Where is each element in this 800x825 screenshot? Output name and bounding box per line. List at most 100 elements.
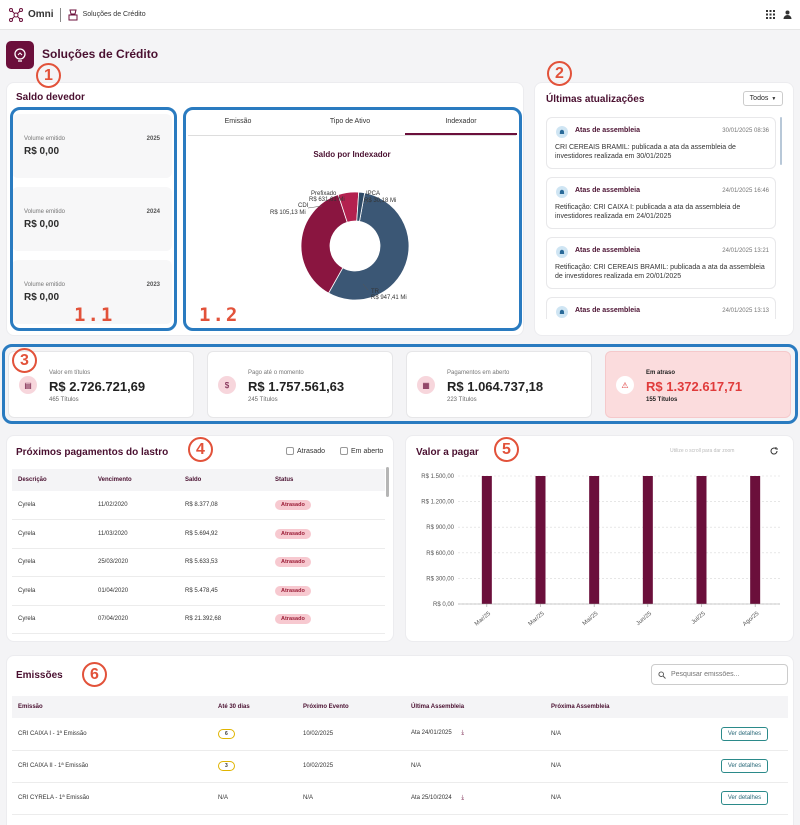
- section-crumb[interactable]: Soluções de Crédito: [82, 11, 146, 18]
- search-input[interactable]: [671, 671, 781, 678]
- table-row[interactable]: CRI CYRELA - 1ª Emissão N/A N/A Ata 25/10/2…: [12, 782, 788, 815]
- cell-status: Atrasado: [269, 491, 385, 520]
- ver-detalhes-button[interactable]: Ver detalhes: [720, 759, 769, 773]
- cell-descricao: Cyrela: [12, 576, 92, 606]
- cell-proximo-evento: 10/02/2025: [297, 718, 405, 751]
- checkbox[interactable]: [286, 447, 294, 455]
- status-badge: Atrasado: [275, 614, 311, 625]
- cell-acoes: Ver detalhes: [695, 782, 788, 815]
- user-icon[interactable]: [783, 10, 792, 19]
- cell-ultima-assembleia: N/A: [405, 750, 545, 783]
- donut-title: Saldo por Indexador: [313, 150, 391, 159]
- cell-emissao: CRI CAIXA II - 1ª Emissão: [12, 750, 212, 783]
- emissoes-search[interactable]: [651, 664, 788, 685]
- days-badge: 3: [218, 761, 235, 771]
- marker-1: 1: [36, 63, 61, 88]
- marker-1-1: 1.1: [74, 304, 115, 326]
- download-icon[interactable]: ⤓: [459, 794, 465, 801]
- col-ate-30: Até 30 dias: [212, 696, 297, 718]
- update-date: 24/01/2025 16:46: [722, 188, 769, 194]
- omni-logo-icon: [9, 7, 23, 22]
- col-ultima-assembleia: Última Assembleia: [405, 696, 545, 718]
- update-category: Atas de assembleia: [575, 187, 640, 194]
- x-tick-label: Mar/25: [474, 611, 493, 628]
- zoom-hint: Utilize o scroll para dar zoom: [670, 448, 735, 454]
- filter-atrasado[interactable]: Atrasado: [286, 447, 325, 455]
- update-date: 24/01/2025 13:21: [722, 248, 769, 254]
- bar[interactable]: [481, 476, 492, 604]
- update-item[interactable]: ☗ Atas de assembleia 24/01/2025 16:46 Re…: [546, 177, 776, 229]
- tab-indexador[interactable]: Indexador: [445, 118, 477, 125]
- warning-icon: ⚠: [616, 376, 634, 394]
- volume-year: 2024: [146, 209, 160, 215]
- cell-emissao: CRI CAIXA I - 1ª Emissão: [12, 718, 212, 751]
- volume-label: Volume emitido: [24, 209, 66, 215]
- cell-saldo: R$ 5.478,45: [179, 576, 269, 606]
- donut-slice-prefixado[interactable]: [300, 194, 348, 294]
- update-category: Atas de assembleia: [575, 127, 640, 134]
- filter-label: Atrasado: [297, 447, 326, 455]
- updates-scrollbar[interactable]: [780, 117, 782, 165]
- kpi-label: Pagamentos em aberto: [447, 370, 510, 376]
- volume-card-2023: Volume emitido R$ 0,00 2023: [12, 260, 172, 324]
- cell-vencimento: 11/03/2020: [92, 519, 179, 549]
- download-icon[interactable]: ⤓: [459, 730, 465, 737]
- ver-detalhes-button[interactable]: Ver detalhes: [720, 791, 769, 805]
- volume-value: R$ 0,00: [24, 219, 60, 230]
- table-row[interactable]: Cyrela 07/04/2020 R$ 21.392,68 Atrasado: [12, 605, 385, 634]
- kpi-value: R$ 1.064.737,18: [447, 379, 544, 394]
- cell-proxima-assembleia: N/A: [545, 718, 695, 751]
- bar[interactable]: [750, 476, 761, 604]
- updates-filter-select[interactable]: Todos ▼: [743, 91, 783, 106]
- table-row[interactable]: Cyrela 25/03/2020 R$ 5.633,53 Atrasado: [12, 548, 385, 577]
- bar[interactable]: [642, 476, 653, 604]
- ver-detalhes-button[interactable]: Ver detalhes: [720, 726, 769, 741]
- apps-grid-icon[interactable]: [766, 10, 775, 19]
- table-row[interactable]: CRI CAIXA II - 1ª Emissão 3 10/02/2025 N/A N…: [12, 750, 788, 783]
- tab-tipo-ativo[interactable]: Tipo de Ativo: [329, 118, 371, 125]
- updates-title: Últimas atualizações: [546, 94, 645, 105]
- label-cdi: CDI: [298, 203, 309, 209]
- cell-descricao: Cyrela: [12, 548, 92, 577]
- kpi-value: R$ 1.372.617,71: [646, 379, 743, 394]
- x-tick-label: Mar/25: [528, 611, 547, 628]
- table-row[interactable]: Cyrela 01/04/2020 R$ 5.478,45 Atrasado: [12, 576, 385, 606]
- bar[interactable]: [535, 476, 546, 604]
- kpi-atraso: ⚠ Em atraso R$ 1.372.617,71 155 Títulos: [605, 351, 791, 418]
- cell-saldo: R$ 5.633,53: [179, 548, 269, 577]
- cell-proxima-assembleia: N/A: [545, 750, 695, 783]
- bar[interactable]: [589, 476, 600, 604]
- update-item[interactable]: ☗ Atas de assembleia 30/01/2025 08:36 CR…: [546, 117, 776, 169]
- donut-slice-ipca[interactable]: [356, 191, 366, 222]
- y-tick-label: R$ 300,00: [426, 576, 454, 582]
- filter-value: Todos: [749, 95, 769, 102]
- update-item[interactable]: ☗ Atas de assembleia 24/01/2025 13:13: [546, 297, 776, 319]
- cell-ultima-assembleia: Ata 24/01/2025 ⤓: [405, 718, 545, 751]
- cell-emissao: CRI CYRELA - 1ª Emissão: [12, 782, 212, 815]
- donut-slice-tr[interactable]: [328, 192, 410, 301]
- cell-saldo: R$ 8.377,08: [179, 491, 269, 520]
- brand-name[interactable]: Omni: [28, 9, 54, 20]
- page-title: Soluções de Crédito: [42, 47, 159, 61]
- bar[interactable]: [696, 476, 707, 604]
- money-icon: $: [218, 376, 236, 394]
- last-assembly-text: N/A: [411, 763, 422, 769]
- table-row[interactable]: CRI CAIXA I - 1ª Emissão 6 10/02/2025 Ata 2…: [12, 718, 788, 751]
- x-tick-label: Jun/25: [635, 611, 653, 628]
- x-tick-label: Ago/25: [742, 611, 761, 628]
- payments-scrollbar[interactable]: [386, 467, 389, 497]
- tab-emissao[interactable]: Emissão: [224, 118, 252, 125]
- active-tab-indicator: [405, 133, 517, 135]
- checkbox[interactable]: [340, 447, 348, 455]
- update-date: 30/01/2025 08:36: [722, 128, 769, 134]
- filter-em-aberto[interactable]: Em aberto: [340, 447, 383, 455]
- reset-zoom-icon[interactable]: [769, 446, 779, 456]
- col-vencimento: Vencimento: [92, 469, 179, 491]
- marker-3: 3: [12, 348, 37, 373]
- table-row[interactable]: Cyrela 11/03/2020 R$ 5.694,92 Atrasado: [12, 519, 385, 549]
- cell-descricao: Cyrela: [12, 491, 92, 520]
- update-item[interactable]: ☗ Atas de assembleia 24/01/2025 13:21 Re…: [546, 237, 776, 289]
- table-row[interactable]: Cyrela 11/02/2020 R$ 8.377,08 Atrasado: [12, 491, 385, 520]
- cell-ate-30: 6: [212, 718, 297, 751]
- cell-saldo: R$ 21.392,68: [179, 605, 269, 634]
